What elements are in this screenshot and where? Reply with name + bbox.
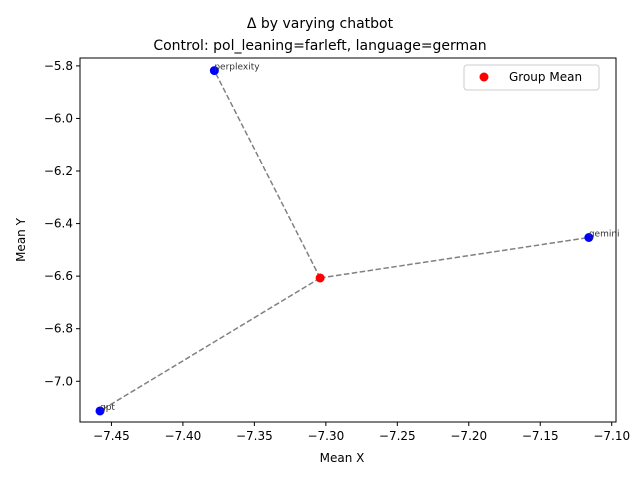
x-tick-label: −7.35 [236,429,273,443]
point-label-gemini: gemini [589,230,620,240]
x-tick-label: −7.15 [522,429,559,443]
point-labels: perplexity gemini gpt [100,63,620,413]
x-tick-label: −7.20 [450,429,487,443]
connector-line-perplexity [213,70,321,279]
connector-line-gemini [320,236,589,279]
point-label-gpt: gpt [100,403,115,413]
legend-marker [479,72,489,82]
y-tick-label: −6.8 [44,322,73,336]
y-tick-label: −5.8 [44,59,73,73]
connector-lines [99,70,589,412]
point-gpt [95,406,105,416]
y-axis-ticks: −5.8 −6.0 −6.2 −6.4 −6.6 −6.8 −7.0 [44,59,80,388]
point-perplexity [209,66,219,76]
legend-box [463,64,600,91]
plot-frame [79,57,617,423]
connector-line-gpt [99,277,321,412]
x-axis-label: Mean X [320,451,365,465]
x-axis-ticks: −7.45 −7.40 −7.35 −7.30 −7.25 −7.20 −7.15 −7.10 [93,422,630,443]
data-points [95,66,594,416]
y-tick-label: −6.2 [44,164,73,178]
x-tick-label: −7.45 [93,429,130,443]
y-tick-label: −7.0 [44,374,73,388]
group-mean-point [315,273,325,283]
y-tick-label: −6.6 [44,269,73,283]
x-tick-label: −7.40 [165,429,202,443]
x-tick-label: −7.10 [593,429,630,443]
point-gemini [584,233,594,243]
point-label-perplexity: perplexity [214,63,260,73]
chart-title: Δ by varying chatbot [247,16,394,32]
x-tick-label: −7.25 [379,429,416,443]
legend: Group Mean [463,64,600,91]
chart-subtitle: Control: pol_leaning=farleft, language=g… [153,38,486,54]
legend-label: Group Mean [509,70,582,84]
y-axis-label: Mean Y [14,217,28,262]
x-tick-label: −7.30 [307,429,344,443]
y-tick-label: −6.4 [44,217,73,231]
y-tick-label: −6.0 [44,111,73,125]
